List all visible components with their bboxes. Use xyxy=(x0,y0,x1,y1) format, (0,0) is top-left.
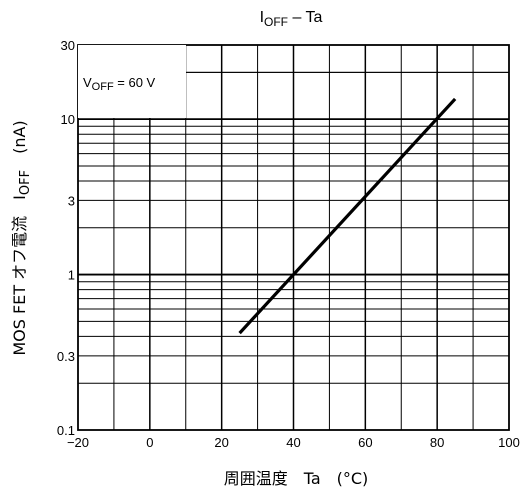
chart-title: IOFF – Ta xyxy=(260,9,323,29)
x-tick-label: 0 xyxy=(146,435,153,450)
x-tick-label: 40 xyxy=(286,435,300,450)
x-tick-label: 20 xyxy=(214,435,228,450)
x-tick-labels: −20 0 20 40 60 80 100 xyxy=(67,435,520,450)
y-tick-label: 10 xyxy=(61,112,75,127)
x-tick-label: −20 xyxy=(67,435,89,450)
plot-frame xyxy=(77,44,510,431)
x-tick-label: 60 xyxy=(358,435,372,450)
y-axis-label: MOS FET オフ電流 IOFF (nA) xyxy=(10,120,33,355)
y-tick-label: 30 xyxy=(61,38,75,53)
voff-annotation: VOFF = 60 V xyxy=(83,75,156,93)
y-tick-label: 1 xyxy=(68,268,75,283)
annotation-box xyxy=(78,45,186,118)
y-tick-label: 0.3 xyxy=(57,349,75,364)
plot-series xyxy=(238,97,457,335)
x-tick-label: 80 xyxy=(430,435,444,450)
plot-frame-rect xyxy=(77,44,510,431)
y-tick-label: 0.1 xyxy=(57,423,75,438)
x-axis-label: 周囲温度 Ta (°C) xyxy=(224,469,369,488)
y-tick-labels: 0.1 0.3 1 3 10 30 xyxy=(57,38,75,438)
x-tick-label: 100 xyxy=(498,435,520,450)
ioff-series-line xyxy=(238,97,457,335)
y-tick-label: 3 xyxy=(68,193,75,208)
